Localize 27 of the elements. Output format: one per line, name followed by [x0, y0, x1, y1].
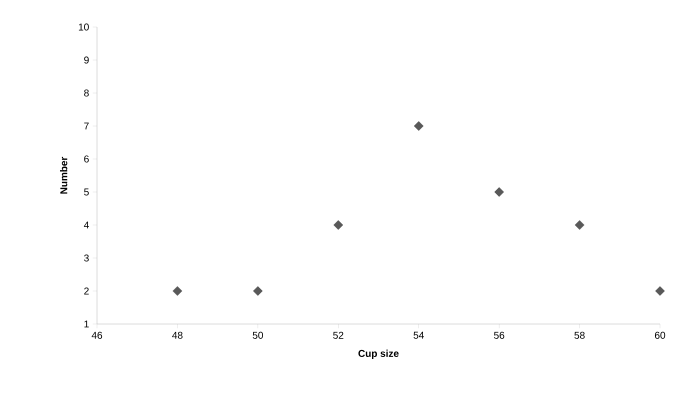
x-tick-label: 52: [333, 332, 344, 339]
y-tick-label: 2: [84, 288, 89, 294]
y-axis-title: Number: [60, 156, 68, 194]
x-tick-label: 50: [252, 332, 264, 339]
point: [333, 220, 344, 230]
x-tick-label: 60: [654, 332, 666, 339]
point: [655, 286, 665, 296]
x-tick-label: 46: [92, 332, 102, 339]
y-tick-label: 5: [84, 188, 89, 196]
y-tick-label: 7: [84, 122, 89, 130]
x-tick-label: 56: [494, 332, 504, 339]
point: [574, 220, 584, 230]
y-tick-label: 1: [84, 320, 89, 328]
y-tick-label: 4: [84, 222, 89, 228]
y-tick-label: 6: [84, 155, 89, 163]
point: [494, 187, 504, 197]
point: [253, 286, 263, 296]
x-tick-label: 58: [574, 332, 585, 339]
x-tick-label: 54: [414, 332, 424, 339]
x-axis-title: Cup size: [358, 350, 399, 359]
y-tick-label: 3: [84, 254, 89, 262]
point: [172, 286, 182, 296]
x-tick-label: 48: [172, 332, 183, 339]
y-tick-label: 10: [78, 23, 89, 31]
point: [414, 121, 424, 131]
y-tick-label: 9: [84, 56, 89, 64]
y-tick-label: 8: [84, 89, 89, 97]
